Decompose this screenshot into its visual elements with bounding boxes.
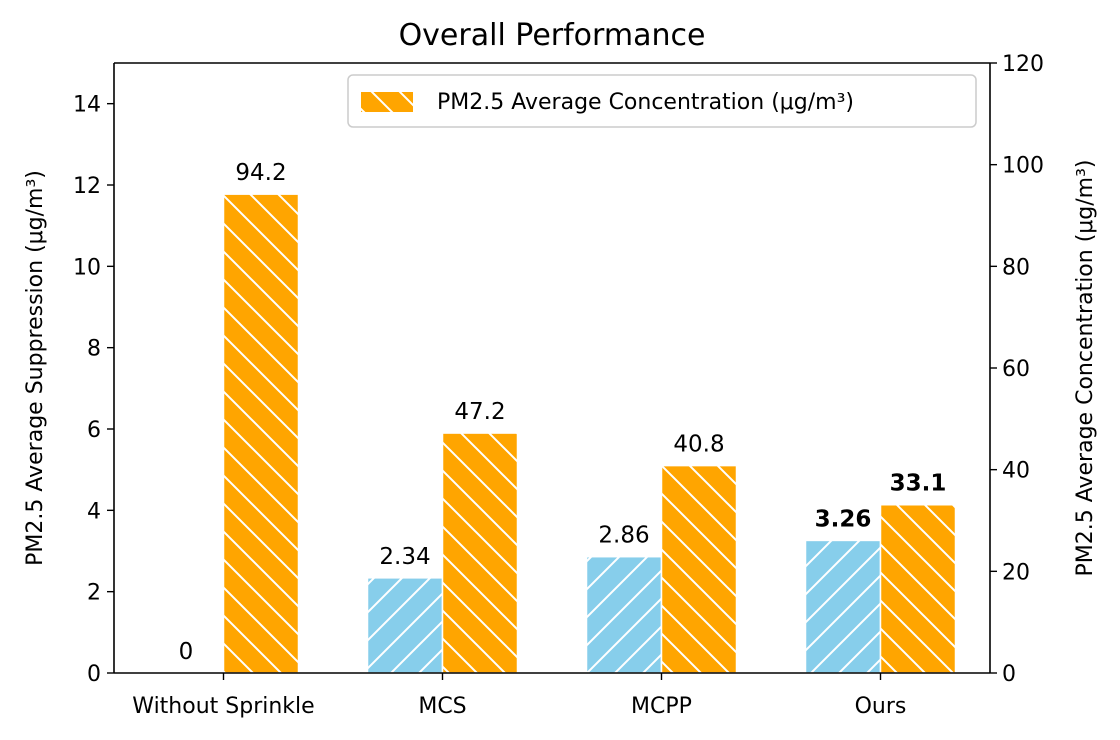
- y-left-axis-label: PM2.5 Average Suppression (μg/m³): [23, 170, 48, 566]
- plot-area: 0 2.34 2.86 3.26 94.2 47.2 40.8 33.1 0 2 4 6 8 10 12 14…: [23, 52, 1098, 719]
- x-tick-label: MCPP: [631, 694, 692, 719]
- y-right-tick-label: 40: [1002, 459, 1030, 484]
- legend-box: [347, 74, 977, 128]
- data-label: 47.2: [454, 399, 505, 425]
- y-left-tick-label: 12: [73, 174, 101, 199]
- bar-hatch: [660, 464, 738, 674]
- bar-hatch: [879, 503, 957, 674]
- y-left-tick-label: 6: [87, 418, 101, 443]
- bar-hatch: [804, 539, 882, 674]
- data-label: 3.26: [815, 506, 872, 532]
- y-left-tick-label: 8: [87, 337, 101, 362]
- y-left-tick-label: 4: [87, 499, 101, 524]
- data-label: 33.1: [890, 471, 947, 497]
- y-right-tick-label: 120: [1002, 52, 1044, 77]
- y-right-tick-label: 60: [1002, 357, 1030, 382]
- data-label: 0: [179, 639, 194, 665]
- chart-title: Overall Performance: [399, 18, 706, 53]
- x-tick-label: Ours: [855, 694, 907, 719]
- bar-hatch: [366, 577, 444, 674]
- y-right-tick-label: 80: [1002, 255, 1030, 280]
- x-tick-label: MCS: [418, 694, 466, 719]
- data-label: 2.34: [379, 544, 430, 570]
- legend-swatch-hatch: [361, 92, 413, 112]
- legend-label: PM2.5 Average Concentration (μg/m³): [437, 90, 854, 115]
- y-left-tick-label: 10: [73, 255, 101, 280]
- y-right-tick-label: 100: [1002, 154, 1044, 179]
- data-label: 94.2: [235, 160, 286, 186]
- y-left-tick-label: 2: [87, 581, 101, 606]
- y-left-tick-label: 0: [87, 662, 101, 687]
- x-tick-label: Without Sprinkle: [132, 694, 314, 719]
- bar-hatch: [222, 193, 300, 674]
- y-right-axis-label: PM2.5 Average Concentration (μg/m³): [1073, 160, 1098, 577]
- y-right-tick-label: 20: [1002, 560, 1030, 585]
- bar-hatch: [441, 432, 519, 674]
- data-label: 40.8: [673, 432, 724, 458]
- y-left-tick-label: 14: [73, 93, 101, 118]
- y-right-tick-label: 0: [1002, 662, 1016, 687]
- bar-hatch: [585, 555, 663, 674]
- data-label: 2.86: [598, 523, 649, 549]
